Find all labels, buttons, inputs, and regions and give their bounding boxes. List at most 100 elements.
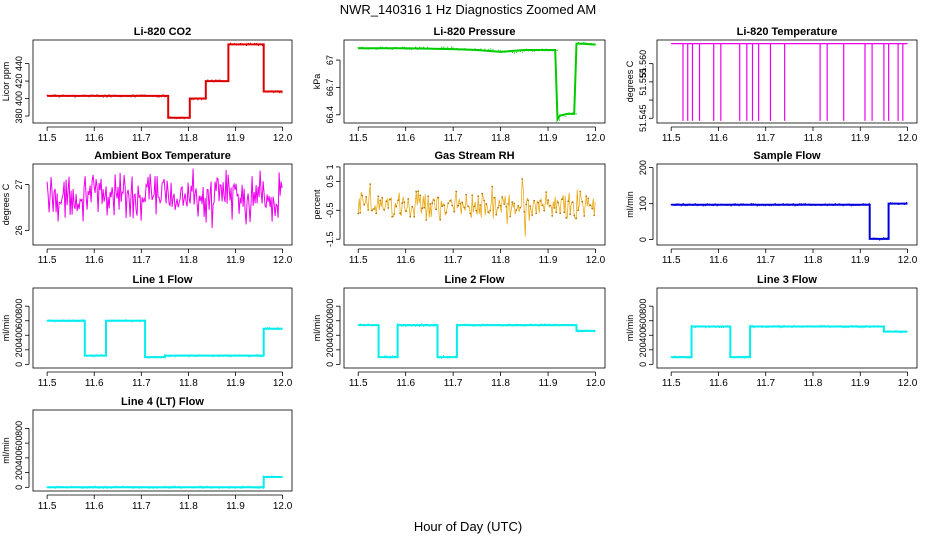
y-axis-label: Licor ppm: [1, 62, 11, 102]
chart-panel: Line 2 Flow ml/min 11.5 11.6 11.7 11.8 11.9 12.…: [312, 274, 606, 389]
data-point: [465, 193, 468, 196]
x-tick-label: 11.7: [132, 501, 151, 512]
data-point: [501, 196, 504, 198]
data-point: [379, 199, 382, 202]
data-point: [589, 204, 592, 207]
y-tick-label: 400: [638, 328, 648, 343]
data-point: [373, 208, 376, 210]
y-tick-label: 51.560: [638, 50, 648, 78]
series-line: [671, 202, 908, 240]
data-point: [559, 212, 562, 215]
data-point: [497, 206, 500, 209]
x-tick-label: 11.9: [226, 378, 245, 389]
x-tick-label: 11.6: [709, 378, 728, 389]
y-tick-label: 67: [325, 55, 335, 65]
data-point: [495, 213, 498, 216]
data-point: [439, 218, 442, 221]
chart-panel: Line 4 (LT) Flow ml/min 11.5 11.6 11.7 11.8 11…: [1, 396, 293, 512]
figure-title: NWR_140316 1 Hz Diagnostics Zoomed AM: [340, 2, 597, 17]
data-point: [487, 211, 490, 214]
data-point: [477, 195, 480, 198]
y-axis-label: percent: [312, 189, 322, 220]
data-point: [499, 204, 502, 207]
x-tick-label: 11.6: [396, 133, 415, 144]
data-point: [381, 196, 384, 199]
y-axis-label: ml/min: [1, 437, 11, 464]
data-point: [517, 204, 520, 207]
y-tick-label: 400: [325, 328, 335, 343]
x-tick-label: 11.9: [226, 501, 245, 512]
x-tick-label: 11.8: [491, 133, 510, 144]
data-point: [533, 199, 536, 202]
data-point: [369, 183, 372, 186]
data-point: [357, 212, 360, 215]
data-point: [489, 209, 492, 212]
y-tick-label: 200: [638, 342, 648, 357]
y-tick-label: 800: [14, 421, 24, 436]
chart-panel: Gas Stream RH percent 11.5 11.6 11.7 11.8 11.9…: [312, 150, 606, 266]
data-point: [365, 196, 368, 198]
data-point: [519, 206, 522, 209]
data-point: [555, 211, 558, 214]
x-tick-label: 11.9: [539, 255, 558, 266]
data-point: [569, 213, 572, 216]
data-point: [549, 204, 552, 207]
data-point: [591, 207, 594, 210]
data-point: [545, 191, 548, 194]
y-tick-label: 0.5: [325, 175, 335, 188]
x-tick-label: 11.5: [349, 133, 368, 144]
x-tick-label: 11.7: [444, 378, 463, 389]
data-point: [453, 210, 456, 213]
x-tick-label: 11.5: [38, 378, 57, 389]
y-tick-label: 27: [14, 180, 24, 190]
data-point: [449, 199, 452, 202]
plot-frame: [343, 39, 606, 124]
series-line: [46, 168, 283, 229]
data-point: [377, 195, 380, 198]
x-tick-label: 12.0: [273, 255, 293, 266]
figure-x-axis-label: Hour of Day (UTC): [414, 519, 522, 534]
data-point: [587, 197, 590, 200]
y-tick-label: 0: [638, 237, 648, 242]
data-point: [471, 194, 474, 197]
x-tick-label: 11.8: [491, 255, 510, 266]
data-point: [395, 205, 398, 208]
data-point: [435, 208, 438, 211]
data-point: [507, 203, 510, 205]
data-point: [413, 215, 416, 218]
data-point: [539, 200, 542, 202]
x-tick-label: 11.6: [709, 133, 728, 144]
data-point: [557, 201, 560, 204]
data-point: [401, 202, 404, 205]
data-point: [529, 205, 532, 208]
plot-frame: [343, 287, 606, 369]
x-tick-label: 11.8: [179, 255, 198, 266]
chart-title: Sample Flow: [753, 150, 821, 162]
data-point: [463, 206, 466, 209]
data-point: [451, 204, 454, 207]
chart-panel: Li-820 Pressure kPa 11.5 11.6 11.7 11.8 11.9 12…: [312, 26, 606, 144]
chart-panel: Li-820 Temperature degrees C 11.5 11.6 11.7 1…: [625, 26, 918, 144]
data-point: [525, 203, 528, 206]
data-point: [571, 201, 574, 204]
data-point: [375, 212, 378, 215]
data-point: [567, 200, 570, 203]
chart-title: Line 3 Flow: [757, 274, 817, 286]
data-point: [437, 196, 440, 199]
data-point: [371, 209, 374, 212]
y-tick-label: -1.5: [325, 231, 335, 247]
data-point: [565, 216, 568, 219]
x-tick-label: 11.6: [85, 255, 104, 266]
x-tick-label: 11.9: [851, 378, 870, 389]
chart-title: Li-820 CO2: [134, 26, 191, 38]
y-tick-label: 200: [14, 342, 24, 357]
data-point: [551, 215, 554, 217]
data-point: [457, 204, 460, 207]
y-tick-label: 66.7: [325, 79, 335, 97]
x-tick-label: 11.6: [85, 378, 104, 389]
data-point: [367, 209, 370, 211]
x-tick-label: 11.5: [38, 501, 57, 512]
x-tick-label: 11.5: [662, 133, 681, 144]
data-point: [397, 199, 400, 202]
